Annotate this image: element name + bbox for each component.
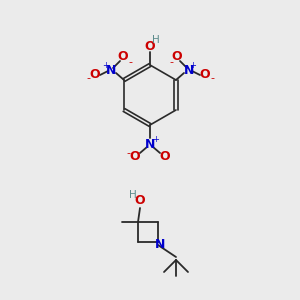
Text: H: H	[152, 35, 160, 45]
Text: N: N	[106, 64, 116, 77]
Text: O: O	[130, 151, 140, 164]
Text: O: O	[145, 40, 155, 52]
Text: -: -	[126, 148, 130, 158]
Text: +: +	[190, 61, 196, 70]
Text: -: -	[210, 73, 214, 83]
Text: O: O	[135, 194, 145, 208]
Text: O: O	[160, 151, 170, 164]
Text: -: -	[169, 57, 173, 67]
Text: O: O	[118, 50, 128, 64]
Text: -: -	[128, 57, 132, 67]
Text: N: N	[145, 137, 155, 151]
Text: N: N	[155, 238, 165, 251]
Text: O: O	[90, 68, 100, 82]
Text: O: O	[200, 68, 210, 82]
Text: +: +	[153, 134, 159, 143]
Text: +: +	[103, 61, 110, 70]
Text: H: H	[129, 190, 137, 200]
Text: -: -	[86, 73, 90, 83]
Text: N: N	[184, 64, 194, 77]
Text: O: O	[172, 50, 182, 64]
